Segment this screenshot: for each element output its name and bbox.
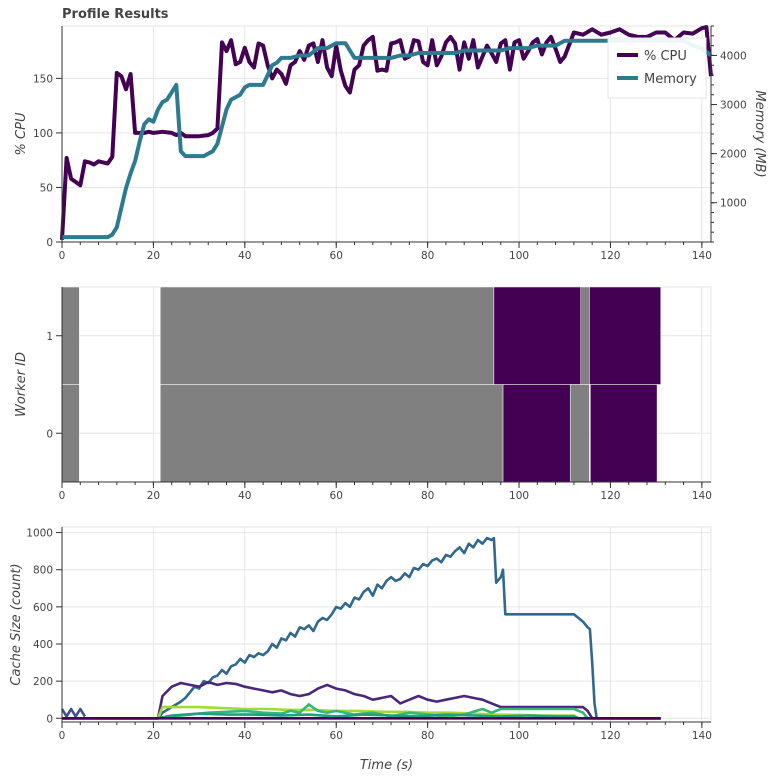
legend-box — [607, 37, 707, 99]
legend-label-1: Memory — [644, 72, 697, 87]
plot-area-2 — [61, 526, 712, 723]
task-bar-7 — [580, 286, 590, 385]
y-tick-label: 150 — [33, 73, 53, 85]
series-line-1 — [60, 707, 87, 718]
x-tick-label: 40 — [238, 490, 251, 502]
task-bar-0 — [61, 384, 80, 483]
y-tick-label: 200 — [33, 676, 53, 688]
y-tick-label: 50 — [40, 182, 53, 194]
task-bar-5 — [502, 384, 571, 483]
x-tick-label: 0 — [59, 250, 66, 262]
y-tick-label: 100 — [33, 128, 53, 140]
y-axis-label: Cache Size (count) — [9, 563, 24, 685]
task-bar-1 — [61, 286, 80, 385]
x-tick-label: 40 — [238, 250, 251, 262]
x-tick-label: 20 — [147, 250, 160, 262]
chart-title: Profile Results — [62, 7, 169, 22]
x-tick-label: 0 — [59, 730, 66, 742]
series-line-0 — [60, 25, 713, 240]
y-tick-label: 600 — [33, 602, 53, 614]
x-tick-label: 0 — [59, 490, 66, 502]
right-tick-label: 1000 — [720, 198, 747, 210]
x-tick-label: 120 — [600, 490, 620, 502]
x-tick-label: 80 — [421, 490, 434, 502]
task-bar-3 — [160, 286, 495, 385]
legend-label-0: % CPU — [644, 49, 687, 64]
task-bar-9 — [590, 384, 658, 483]
x-tick-label: 60 — [330, 250, 343, 262]
right-tick-label: 2000 — [720, 149, 747, 161]
task-bar-6 — [569, 384, 590, 483]
x-tick-label: 140 — [692, 490, 712, 502]
right-axis-label: Memory (MB) — [752, 90, 767, 177]
y-tick-label: 1000 — [26, 528, 53, 540]
x-tick-label: 60 — [330, 490, 343, 502]
x-tick-label: 140 — [692, 730, 712, 742]
y-tick-label: 0 — [46, 428, 53, 440]
x-tick-label: 120 — [600, 730, 620, 742]
x-tick-label: 20 — [147, 490, 160, 502]
task-bar-8 — [589, 286, 661, 385]
x-tick-label: 40 — [238, 730, 251, 742]
x-tick-label: 80 — [421, 730, 434, 742]
x-tick-label: 80 — [421, 250, 434, 262]
x-tick-label: 140 — [692, 250, 712, 262]
x-tick-label: 100 — [509, 250, 529, 262]
y-tick-label: 0 — [46, 237, 53, 249]
series-line-2 — [62, 680, 661, 720]
y-tick-label: 0 — [46, 713, 53, 725]
y-axis-label: Worker ID — [14, 352, 29, 417]
task-bar-2 — [160, 384, 504, 483]
y-tick-label: 1 — [46, 331, 53, 343]
y-tick-label: 400 — [33, 639, 53, 651]
series-line-0 — [62, 536, 661, 720]
x-tick-label: 20 — [147, 730, 160, 742]
x-tick-label: 120 — [600, 250, 620, 262]
x-axis-label: Time (s) — [360, 758, 413, 773]
right-tick-label: 3000 — [720, 100, 747, 112]
series-line-1 — [62, 38, 713, 240]
y-tick-label: 800 — [33, 565, 53, 577]
series-line-4 — [62, 703, 661, 720]
series-line-5 — [62, 712, 661, 720]
x-tick-label: 60 — [330, 730, 343, 742]
x-tick-label: 100 — [509, 490, 529, 502]
y-axis-label: % CPU — [14, 112, 29, 155]
x-tick-label: 100 — [509, 730, 529, 742]
task-bar-4 — [493, 286, 581, 385]
right-tick-label: 4000 — [720, 50, 747, 62]
